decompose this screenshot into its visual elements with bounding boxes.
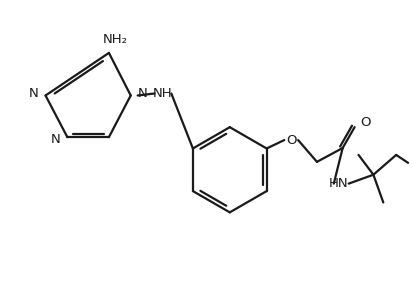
Text: O: O bbox=[286, 134, 297, 146]
Text: N: N bbox=[138, 87, 147, 100]
Text: O: O bbox=[360, 116, 371, 129]
Text: N: N bbox=[29, 87, 39, 100]
Text: NH₂: NH₂ bbox=[102, 33, 127, 45]
Text: NH: NH bbox=[152, 87, 172, 100]
Text: N: N bbox=[51, 132, 61, 146]
Text: HN: HN bbox=[329, 177, 349, 190]
